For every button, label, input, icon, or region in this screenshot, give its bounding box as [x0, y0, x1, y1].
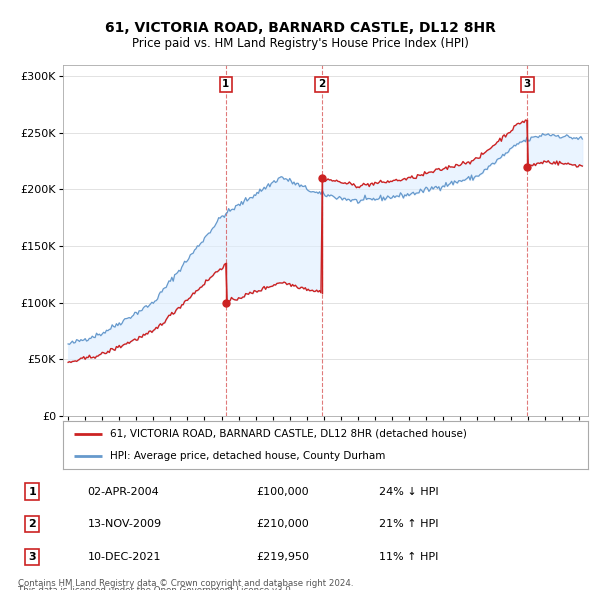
Text: 24% ↓ HPI: 24% ↓ HPI — [379, 487, 438, 497]
Text: 2: 2 — [28, 519, 36, 529]
Text: £210,000: £210,000 — [256, 519, 309, 529]
Text: 21% ↑ HPI: 21% ↑ HPI — [379, 519, 438, 529]
Text: Price paid vs. HM Land Registry's House Price Index (HPI): Price paid vs. HM Land Registry's House … — [131, 37, 469, 50]
Text: 1: 1 — [28, 487, 36, 497]
Text: 61, VICTORIA ROAD, BARNARD CASTLE, DL12 8HR (detached house): 61, VICTORIA ROAD, BARNARD CASTLE, DL12 … — [110, 429, 467, 439]
Text: 02-APR-2004: 02-APR-2004 — [88, 487, 160, 497]
Text: Contains HM Land Registry data © Crown copyright and database right 2024.: Contains HM Land Registry data © Crown c… — [18, 579, 353, 588]
Text: 10-DEC-2021: 10-DEC-2021 — [88, 552, 161, 562]
Text: 13-NOV-2009: 13-NOV-2009 — [88, 519, 162, 529]
Text: HPI: Average price, detached house, County Durham: HPI: Average price, detached house, Coun… — [110, 451, 386, 461]
Text: 61, VICTORIA ROAD, BARNARD CASTLE, DL12 8HR: 61, VICTORIA ROAD, BARNARD CASTLE, DL12 … — [104, 21, 496, 35]
Text: 3: 3 — [29, 552, 36, 562]
Text: 1: 1 — [222, 79, 229, 89]
Text: 2: 2 — [318, 79, 325, 89]
Text: 3: 3 — [524, 79, 531, 89]
Text: 11% ↑ HPI: 11% ↑ HPI — [379, 552, 438, 562]
Text: This data is licensed under the Open Government Licence v3.0.: This data is licensed under the Open Gov… — [18, 586, 293, 590]
Text: £219,950: £219,950 — [256, 552, 310, 562]
Text: £100,000: £100,000 — [256, 487, 309, 497]
